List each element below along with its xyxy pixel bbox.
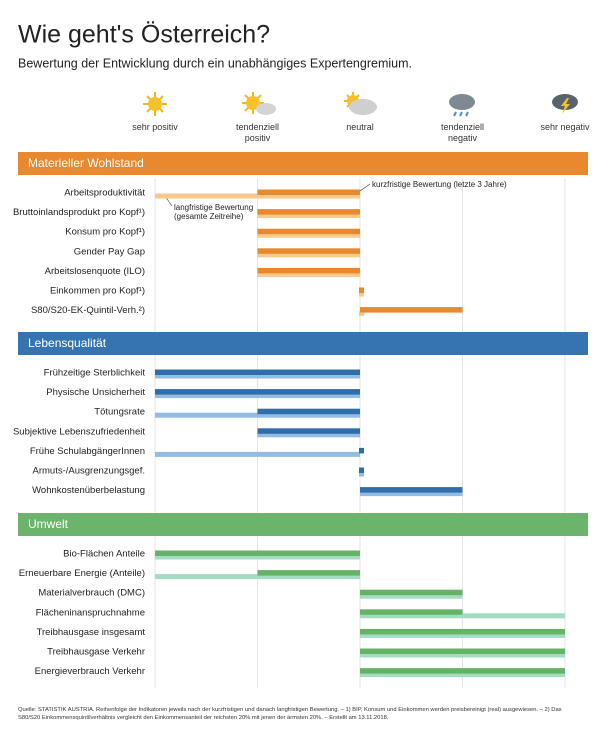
bar	[360, 613, 565, 619]
category-label: Einkommen pro Kopf¹)	[50, 286, 145, 297]
bar	[155, 389, 360, 395]
bar	[155, 373, 360, 379]
bar	[257, 271, 360, 277]
chart-subtitle: Bewertung der Entwicklung durch ein unab…	[18, 56, 412, 70]
bar	[360, 593, 463, 599]
bar	[359, 447, 364, 454]
bar	[257, 252, 360, 258]
x-tick-label: tendenziell negativ	[440, 122, 485, 143]
bar	[360, 672, 565, 678]
category-label: Armuts-/Ausgrenzungsgef.	[33, 466, 145, 477]
annotation-line	[359, 183, 371, 192]
category-label: Konsum pro Kopf¹)	[65, 227, 145, 238]
category-label: Wohnkostenüberbelastung	[32, 485, 145, 496]
bar	[360, 632, 565, 638]
bar	[359, 291, 364, 297]
bar	[359, 287, 364, 293]
bar	[155, 369, 360, 375]
category-label: Physische Unsicherheit	[46, 387, 145, 398]
bar	[257, 248, 360, 254]
bar	[155, 574, 360, 580]
bar	[257, 228, 360, 235]
bar	[360, 648, 565, 654]
bar	[360, 487, 463, 493]
bar	[257, 209, 360, 215]
section-header	[18, 152, 588, 175]
chart-title: Wie geht's Österreich?	[18, 21, 270, 49]
bar	[257, 267, 360, 274]
bar	[359, 311, 364, 317]
section-title: Umwelt	[28, 517, 69, 531]
section-header	[18, 513, 588, 536]
annotation: langfristige Bewertung (gesamte Zeitreih…	[174, 203, 254, 221]
bar	[155, 393, 360, 399]
source-note: Quelle: STATISTIK AUSTRIA. Reihenfolge d…	[18, 707, 562, 721]
section-header	[18, 332, 588, 355]
bar	[257, 189, 360, 195]
category-label: Treibhausgase Verkehr	[47, 647, 145, 658]
bar	[360, 491, 463, 497]
icon-rain	[449, 94, 475, 117]
bar	[257, 232, 360, 238]
bar	[360, 668, 565, 674]
category-label: Tötungsrate	[94, 407, 145, 418]
category-label: Flächeninanspruchnahme	[36, 607, 145, 618]
bar	[360, 609, 463, 615]
bar	[360, 307, 463, 313]
bar	[257, 432, 360, 438]
x-tick-label: neutral	[346, 122, 374, 132]
category-label: Arbeitsproduktivität	[64, 188, 145, 199]
bar	[155, 554, 360, 560]
section-title: Materieller Wohlstand	[28, 156, 144, 170]
x-tick-label: tendenziell positiv	[235, 122, 280, 143]
bar	[257, 408, 360, 415]
icon-sun	[143, 92, 167, 116]
icon-storm	[552, 94, 578, 114]
category-label: Bio-Flächen Anteile	[63, 549, 145, 560]
bar	[257, 428, 360, 434]
bar	[155, 412, 360, 418]
icon-sun-cloud	[242, 92, 276, 115]
category-label: Arbeitslosenquote (ILO)	[45, 266, 145, 277]
category-label: Materialverbrauch (DMC)	[38, 588, 145, 599]
category-label: Energieverbrauch Verkehr	[35, 666, 145, 677]
bar	[360, 589, 463, 596]
bar	[155, 550, 360, 556]
x-tick-label: sehr positiv	[132, 122, 178, 132]
bar	[360, 628, 565, 635]
bar	[257, 213, 360, 219]
bar	[359, 471, 364, 477]
bar	[155, 451, 360, 457]
annotation: kurzfristige Bewertung (letzte 3 Jahre)	[372, 180, 507, 189]
category-label: S80/S20-EK-Quintil-Verh.²)	[31, 305, 145, 316]
category-label: Frühzeitige Sterblichkeit	[44, 368, 146, 379]
category-label: Bruttoinlandsprodukt pro Kopf¹)	[13, 207, 145, 218]
bar	[155, 193, 360, 199]
category-label: Gender Pay Gap	[74, 246, 145, 257]
category-label: Frühe SchulabgängerInnen	[30, 446, 145, 457]
category-label: Erneuerbare Energie (Anteile)	[19, 568, 145, 579]
category-label: Subjektive Lebenszufriedenheit	[13, 426, 145, 437]
bar	[257, 570, 360, 576]
icon-cloud-sun	[344, 92, 377, 115]
bar	[360, 652, 565, 658]
section-title: Lebensqualität	[28, 336, 107, 350]
x-tick-label: sehr negativ	[540, 122, 590, 132]
bar	[359, 467, 364, 473]
category-label: Treibhausgase insgesamt	[37, 627, 146, 638]
